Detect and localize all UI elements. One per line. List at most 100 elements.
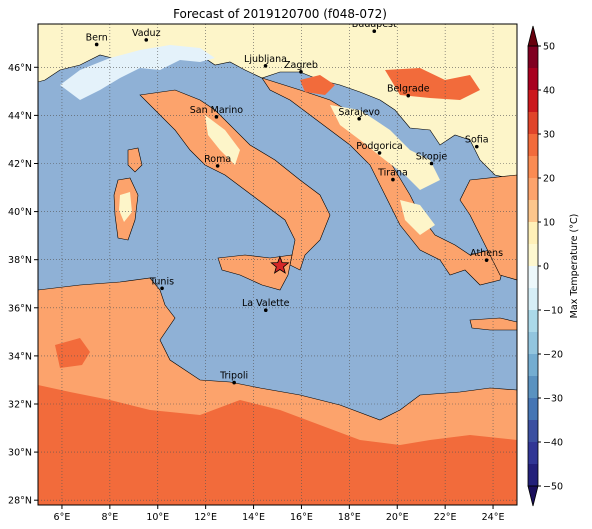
colorbar-over-arrow [527, 25, 539, 47]
city-dot [214, 115, 219, 119]
colorbar-level [528, 420, 538, 442]
city-dot [160, 286, 164, 291]
land-balkans-cool [330, 105, 440, 190]
city-dot [406, 93, 411, 98]
colorbar-level [528, 46, 538, 68]
colorbar-level [528, 178, 538, 200]
colorbar-level [528, 68, 538, 90]
lon-tick-label: 10°E [146, 512, 169, 523]
city-dot [215, 164, 220, 168]
colorbar-level [528, 464, 538, 486]
colorbar-tick-label: −20 [543, 350, 563, 361]
city-dot [391, 177, 395, 182]
city-dot [232, 380, 236, 385]
land-africa-hot-patch [55, 338, 90, 368]
city-dot [263, 308, 268, 312]
lat-tick-label: 28°N [8, 496, 32, 507]
colorbar-tick-label: 50 [543, 42, 555, 53]
city-label: La Valette [242, 298, 290, 309]
land-italy-cool [205, 115, 240, 165]
colorbar-under-arrow [527, 485, 539, 507]
lat-tick-label: 32°N [8, 399, 32, 410]
colorbar-level [528, 222, 538, 244]
land-warm-patch-2 [385, 68, 480, 100]
colorbar-tick-label: −10 [543, 306, 563, 317]
colorbar-tick-label: 20 [543, 174, 555, 185]
map-frame [37, 23, 518, 506]
city-label: Roma [204, 154, 231, 165]
city-label: Budapest [352, 19, 397, 30]
latitude-ticks: 28°N 30°N 32°N 34°N 36°N 38°N 40°N 42°N 44°N 46°N [8, 63, 38, 507]
lon-tick-label: 8°E [101, 512, 118, 523]
lon-tick-label: 18°E [338, 512, 361, 523]
location-marker-star-icon [270, 255, 290, 274]
lon-tick-label: 14°E [242, 512, 265, 523]
colorbar-label: Max Temperature (°C) [569, 214, 580, 319]
lat-tick-label: 46°N [8, 63, 32, 74]
land-greece-east [459, 174, 517, 281]
land-italy [139, 89, 331, 271]
colorbar-level [528, 288, 538, 310]
land-sardinia-cool [119, 192, 132, 222]
city-dot [144, 38, 149, 42]
lon-tick-label: 20°E [386, 512, 409, 523]
city-dot [429, 161, 434, 166]
lon-tick-label: 6°E [54, 512, 71, 523]
city-label: Vaduz [132, 28, 161, 39]
land-corsica [127, 147, 143, 173]
colorbar-level [528, 442, 538, 464]
city-dot [474, 144, 479, 149]
colorbar-level [528, 376, 538, 398]
colorbar-level [528, 156, 538, 178]
city-label: San Marino [190, 105, 243, 116]
colorbar-tick-label: 10 [543, 218, 555, 229]
land-warm-patch-1 [300, 75, 335, 95]
city-dot [94, 42, 99, 47]
city-label: Podgorica [356, 141, 403, 152]
colorbar-level [528, 134, 538, 156]
city-dot [299, 70, 303, 74]
land-crete [469, 317, 517, 331]
city-label: Ljubljana [244, 54, 287, 65]
lat-tick-label: 34°N [8, 351, 32, 362]
city-label: Sofia [465, 135, 489, 146]
land-balkans-cool-2 [400, 200, 435, 235]
colorbar-tick-label: −50 [543, 482, 563, 493]
lon-tick-label: 24°E [482, 512, 505, 523]
colorbar-tick-label: 40 [543, 86, 555, 97]
colorbar-tick-label: −30 [543, 394, 563, 405]
colorbar: 50 40 30 20 10 0 −10 −20 −30 −40 −50 [527, 25, 563, 507]
longitude-ticks: 6°E 8°E 10°E 12°E 14°E 16°E 18°E 20°E 22°E 24°E [54, 505, 505, 523]
colorbar-level [528, 266, 538, 288]
lat-tick-label: 36°N [8, 303, 32, 314]
colorbar-level [528, 332, 538, 354]
city-label: Tripoli [219, 371, 248, 382]
colorbar-tick-label: −40 [543, 438, 563, 449]
colorbar-level [528, 112, 538, 134]
lat-tick-label: 42°N [8, 159, 32, 170]
colorbar-level [528, 398, 538, 420]
lon-tick-label: 12°E [194, 512, 217, 523]
land-alps-cold [60, 45, 215, 100]
lat-tick-label: 44°N [8, 111, 32, 122]
lat-tick-label: 30°N [8, 448, 32, 459]
city-label: Zagreb [284, 60, 318, 71]
city-dot [372, 29, 377, 34]
city-label: Belgrade [387, 84, 430, 95]
lat-tick-label: 40°N [8, 207, 32, 218]
colorbar-level [528, 244, 538, 266]
colorbar-level [528, 310, 538, 332]
city-label: Skopje [416, 151, 448, 162]
colorbar-level [528, 90, 538, 112]
city-label: Tirana [377, 168, 408, 179]
city-dot [263, 64, 268, 68]
city-label: Athens [470, 248, 503, 259]
colorbar-level [528, 200, 538, 222]
grid-lines [38, 24, 517, 505]
city-label: Bern [86, 32, 108, 43]
colorbar-level [528, 354, 538, 376]
city-dot [377, 151, 382, 155]
